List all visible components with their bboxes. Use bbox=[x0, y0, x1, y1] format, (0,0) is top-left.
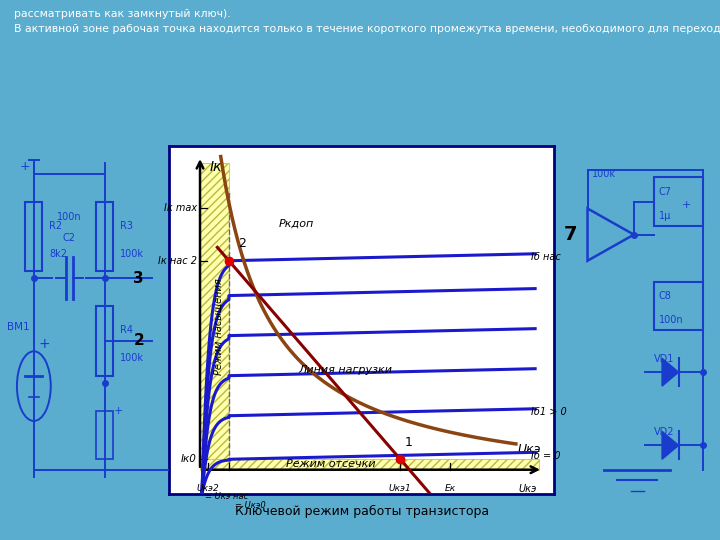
Text: 8k2: 8k2 bbox=[49, 249, 67, 259]
Text: Uкэ: Uкэ bbox=[518, 443, 541, 456]
Text: Линия нагрузки: Линия нагрузки bbox=[298, 365, 392, 375]
Bar bbox=[96, 201, 113, 271]
Text: R4: R4 bbox=[120, 326, 133, 335]
Text: 100k: 100k bbox=[592, 169, 616, 179]
Text: Режим насыщения: Режим насыщения bbox=[213, 279, 223, 375]
Text: Uкэ1: Uкэ1 bbox=[389, 484, 412, 492]
Bar bbox=[654, 177, 703, 226]
Text: 100n: 100n bbox=[57, 212, 81, 222]
Text: 3: 3 bbox=[133, 271, 144, 286]
Bar bbox=[96, 410, 113, 459]
Text: Iб1 > 0: Iб1 > 0 bbox=[531, 407, 567, 417]
Text: C8: C8 bbox=[659, 291, 672, 301]
Bar bbox=[654, 282, 703, 330]
Text: C7: C7 bbox=[659, 186, 672, 197]
Text: Iб = 0: Iб = 0 bbox=[531, 451, 561, 461]
Text: Iк max: Iк max bbox=[164, 204, 197, 213]
Text: 7: 7 bbox=[564, 225, 577, 244]
Text: = Uкэ нас: = Uкэ нас bbox=[205, 492, 248, 501]
Polygon shape bbox=[200, 163, 229, 459]
Bar bbox=[25, 201, 42, 271]
Text: VD1: VD1 bbox=[654, 354, 674, 364]
Text: 2: 2 bbox=[238, 237, 246, 250]
Text: BM1: BM1 bbox=[6, 322, 30, 332]
Text: VD2: VD2 bbox=[654, 427, 674, 437]
Text: Iк нас 2: Iк нас 2 bbox=[158, 256, 197, 266]
Text: R2: R2 bbox=[49, 221, 62, 231]
Text: Ключевой режим работы транзистора: Ключевой режим работы транзистора bbox=[235, 505, 489, 518]
Text: 1: 1 bbox=[404, 436, 412, 449]
Text: Iк0: Iк0 bbox=[181, 454, 197, 464]
Text: 1µ: 1µ bbox=[659, 211, 671, 221]
Text: = Uкэ0: = Uкэ0 bbox=[235, 501, 266, 510]
Text: 100k: 100k bbox=[120, 249, 144, 259]
Text: Eк: Eк bbox=[445, 484, 456, 492]
Polygon shape bbox=[662, 358, 679, 386]
Bar bbox=[96, 306, 113, 376]
Text: Uкэ2: Uкэ2 bbox=[197, 484, 219, 492]
Text: Pкдоп: Pкдоп bbox=[279, 219, 314, 229]
Text: +: + bbox=[20, 160, 31, 173]
Text: C2: C2 bbox=[63, 233, 76, 244]
Text: Iк: Iк bbox=[210, 160, 222, 174]
Text: Uкэ: Uкэ bbox=[518, 484, 536, 494]
Text: +: + bbox=[113, 406, 122, 416]
Text: Режим отсечки: Режим отсечки bbox=[286, 460, 376, 469]
Polygon shape bbox=[662, 431, 679, 459]
Text: Iб нас: Iб нас bbox=[531, 252, 561, 262]
Text: рассматривать как замкнутый ключ).
В активной зоне рабочая точка находится тольк: рассматривать как замкнутый ключ). В акт… bbox=[14, 9, 720, 34]
Text: 2: 2 bbox=[133, 333, 144, 348]
Text: R3: R3 bbox=[120, 221, 133, 231]
Text: 100k: 100k bbox=[120, 353, 144, 363]
Text: +: + bbox=[682, 200, 692, 211]
Text: 100n: 100n bbox=[659, 315, 683, 326]
Polygon shape bbox=[200, 459, 539, 470]
Text: +: + bbox=[38, 337, 50, 351]
